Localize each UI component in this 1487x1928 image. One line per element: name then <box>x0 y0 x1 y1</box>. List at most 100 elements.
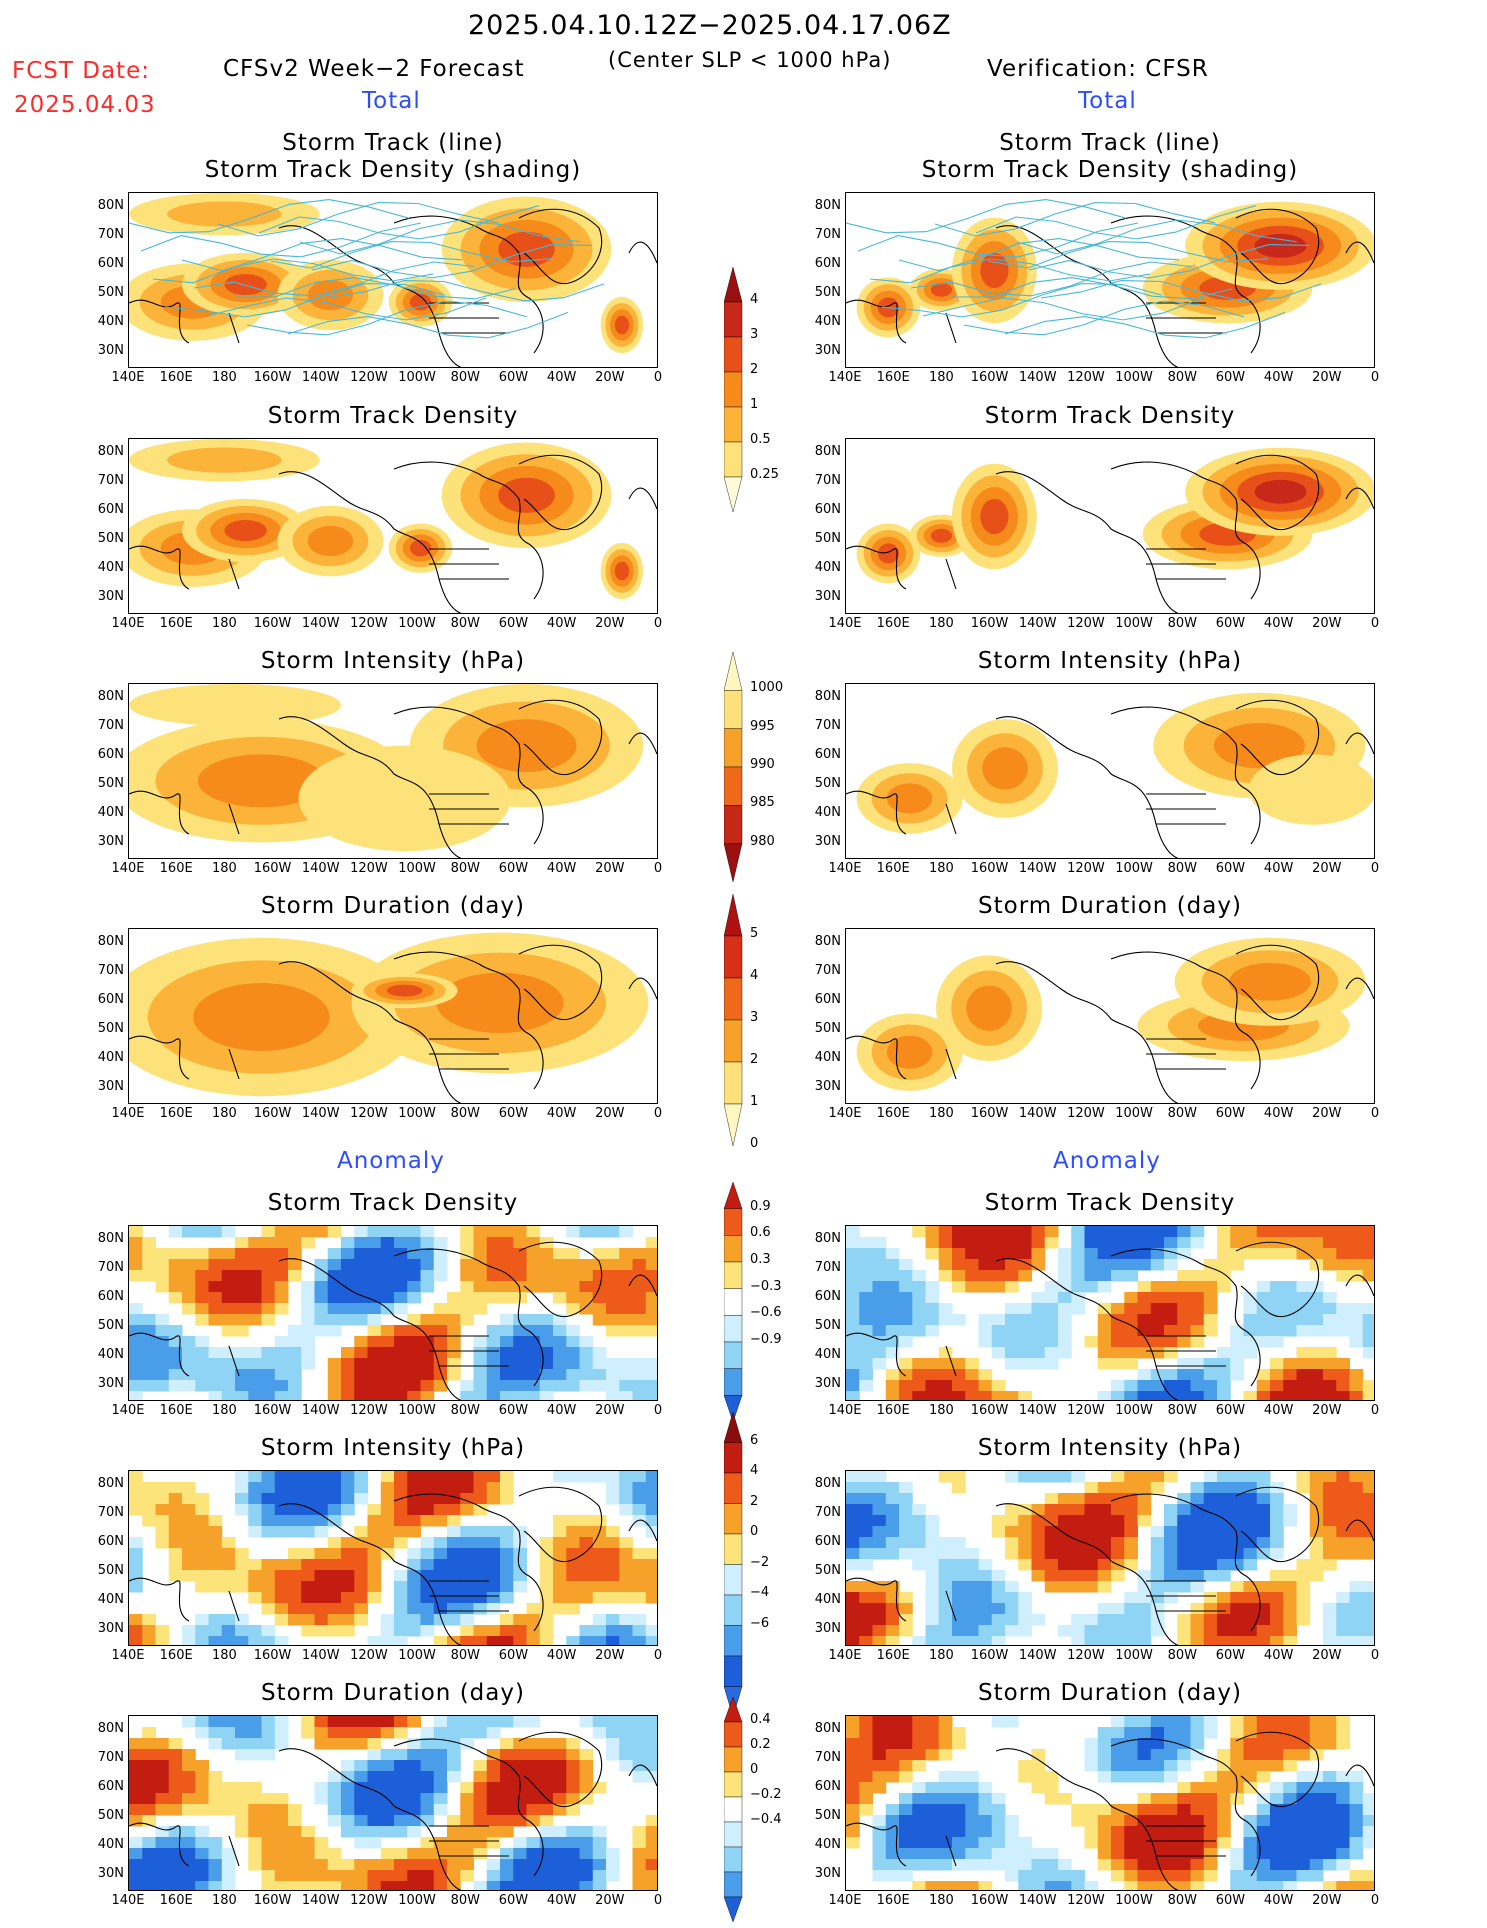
anomaly-cell <box>1362 1614 1374 1626</box>
anomaly-cell <box>500 1493 514 1505</box>
anomaly-cell <box>208 1559 223 1571</box>
anomaly-cell <box>1203 1526 1218 1538</box>
anomaly-cell <box>1177 1292 1191 1304</box>
panel-title: Storm Intensity (hPa) <box>260 648 526 674</box>
anomaly-cell <box>978 1259 993 1271</box>
anomaly-cell <box>1150 1592 1165 1604</box>
anomaly-cell <box>606 1482 620 1494</box>
anomaly-cell <box>846 1793 860 1805</box>
anomaly-cell <box>1005 1248 1019 1260</box>
anomaly-cell <box>208 1771 223 1783</box>
anomaly-cell <box>938 1603 953 1615</box>
anomaly-cell <box>221 1292 236 1304</box>
anomaly-cell <box>1296 1837 1311 1849</box>
anomaly-cell <box>1177 1336 1191 1348</box>
anomaly-cell <box>872 1581 887 1593</box>
shaded-region <box>193 983 330 1051</box>
anomaly-cell <box>1124 1259 1138 1271</box>
anomaly-cell <box>261 1526 276 1538</box>
anomaly-cell <box>380 1881 395 1890</box>
anomaly-cell <box>155 1248 170 1260</box>
anomaly-cell <box>341 1380 355 1392</box>
anomaly-cell <box>1164 1837 1178 1849</box>
anomaly-cell <box>1336 1716 1350 1728</box>
anomaly-cell <box>301 1548 315 1560</box>
anomaly-cell <box>486 1270 501 1282</box>
lon-tick-label: 120W <box>1067 1648 1105 1663</box>
anomaly-cell <box>1111 1237 1125 1249</box>
anomaly-cell <box>394 1391 408 1400</box>
colorbar-label: 5 <box>750 926 759 941</box>
anomaly-cell <box>978 1391 993 1400</box>
anomaly-cell <box>420 1325 435 1337</box>
anomaly-cell <box>1362 1270 1374 1282</box>
anomaly-cell <box>1177 1237 1191 1249</box>
anomaly-cell <box>394 1603 408 1615</box>
shaded-region <box>930 282 952 297</box>
anomaly-cell <box>872 1303 887 1315</box>
anomaly-cell <box>301 1881 315 1890</box>
anomaly-cell <box>1270 1537 1284 1549</box>
anomaly-cell <box>526 1625 541 1637</box>
anomaly-cell <box>261 1793 276 1805</box>
anomaly-cell <box>1217 1237 1231 1249</box>
anomaly-cell <box>433 1859 448 1871</box>
anomaly-cell <box>1058 1493 1072 1505</box>
anomaly-cell <box>1336 1482 1350 1494</box>
lat-tick-label: 40N <box>97 314 124 329</box>
anomaly-cell <box>859 1303 873 1315</box>
shaded-region <box>409 293 432 311</box>
anomaly-cell <box>1124 1881 1138 1890</box>
anomaly-cell <box>1150 1237 1165 1249</box>
anomaly-cell <box>1336 1848 1350 1860</box>
anomaly-cell <box>195 1380 209 1392</box>
anomaly-cell <box>925 1782 940 1794</box>
anomaly-cell <box>1177 1749 1191 1761</box>
anomaly-cell <box>566 1303 580 1315</box>
anomaly-cell <box>952 1603 966 1615</box>
anomaly-cell <box>553 1804 567 1816</box>
anomaly-cell <box>314 1515 329 1527</box>
anomaly-cell <box>460 1738 474 1750</box>
anomaly-cell <box>288 1259 302 1271</box>
anomaly-cell <box>859 1603 873 1615</box>
anomaly-cell <box>1243 1760 1258 1772</box>
anomaly-cell <box>592 1347 607 1359</box>
shaded-region <box>614 315 629 335</box>
anomaly-cell <box>1349 1548 1364 1560</box>
anomaly-cell <box>1190 1380 1205 1392</box>
anomaly-cell <box>1084 1537 1099 1549</box>
anomaly-cell <box>235 1614 249 1626</box>
anomaly-cell <box>288 1870 302 1882</box>
anomaly-cell <box>1084 1815 1099 1827</box>
anomaly-cell <box>182 1347 196 1359</box>
anomaly-cell <box>433 1314 448 1326</box>
anomaly-cell <box>1336 1537 1350 1549</box>
anomaly-cell <box>407 1848 421 1860</box>
anomaly-cell <box>473 1303 488 1315</box>
anomaly-cell <box>142 1314 156 1326</box>
anomaly-cell <box>142 1336 156 1348</box>
anomaly-cell <box>261 1314 276 1326</box>
anomaly-cell <box>407 1504 421 1516</box>
anomaly-cell <box>1217 1603 1231 1615</box>
anomaly-cell <box>1111 1848 1125 1860</box>
anomaly-cell <box>978 1270 993 1282</box>
lon-tick-label: 140W <box>1018 370 1057 385</box>
anomaly-cell <box>1296 1826 1311 1838</box>
anomaly-cell <box>129 1559 143 1571</box>
anomaly-cell <box>354 1760 368 1772</box>
lon-tick-label: 20W <box>595 1403 625 1418</box>
anomaly-cell <box>566 1226 580 1238</box>
anomaly-cell <box>1044 1471 1059 1483</box>
anomaly-cell <box>301 1859 315 1871</box>
colorbar-label: −0.2 <box>750 1787 782 1802</box>
anomaly-cell <box>938 1592 953 1604</box>
lon-tick-label: 0 <box>653 616 663 631</box>
anomaly-cell <box>592 1826 607 1838</box>
anomaly-cell <box>208 1347 223 1359</box>
anomaly-cell <box>1217 1614 1231 1626</box>
lon-tick-label: 80W <box>450 1893 480 1908</box>
anomaly-cell <box>327 1859 342 1871</box>
anomaly-cell <box>380 1614 395 1626</box>
